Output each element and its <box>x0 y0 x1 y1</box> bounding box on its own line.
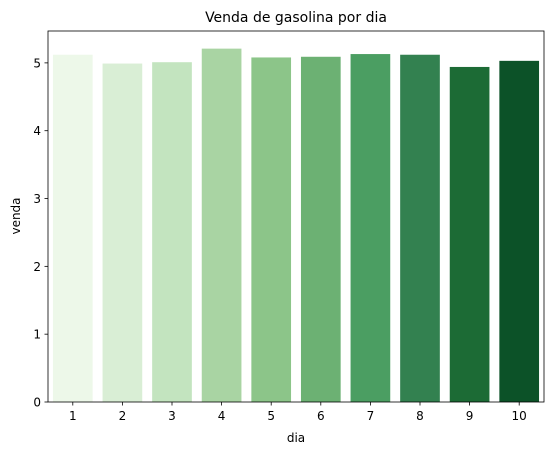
bar-4 <box>201 48 242 402</box>
y-tick-label: 3 <box>33 192 41 206</box>
x-tick-label: 5 <box>267 409 275 423</box>
plot-frame <box>47 30 545 403</box>
y-axis-label: venda <box>9 197 23 234</box>
x-tick-label: 9 <box>466 409 474 423</box>
bar-9 <box>449 66 490 402</box>
bar-2 <box>102 63 143 403</box>
bars-group <box>52 48 540 403</box>
x-tick-label: 8 <box>416 409 424 423</box>
y-tick-label: 0 <box>33 396 41 410</box>
y-axis-ticks: 0 1 2 3 4 5 <box>33 56 48 410</box>
bar-5 <box>251 57 292 403</box>
x-tick-label: 6 <box>317 409 325 423</box>
x-tick-label: 4 <box>218 409 226 423</box>
x-tick-label: 10 <box>512 409 527 423</box>
x-tick-label: 1 <box>69 409 77 423</box>
bar-7 <box>350 54 391 402</box>
bar-8 <box>400 54 440 402</box>
x-axis-label: dia <box>287 431 305 445</box>
bar-10 <box>499 60 540 403</box>
bar-1 <box>52 54 93 402</box>
x-tick-label: 7 <box>367 409 375 423</box>
bar-6 <box>300 56 341 402</box>
x-axis-ticks: 1 2 3 4 5 6 7 8 9 10 <box>69 402 527 423</box>
chart-title: Venda de gasolina por dia <box>205 10 387 26</box>
y-tick-label: 5 <box>33 56 41 70</box>
y-tick-label: 2 <box>33 260 41 274</box>
y-tick-label: 4 <box>33 124 41 138</box>
y-tick-label: 1 <box>33 328 41 342</box>
x-tick-label: 2 <box>119 409 127 423</box>
bar-3 <box>152 62 192 402</box>
x-tick-label: 3 <box>168 409 176 423</box>
